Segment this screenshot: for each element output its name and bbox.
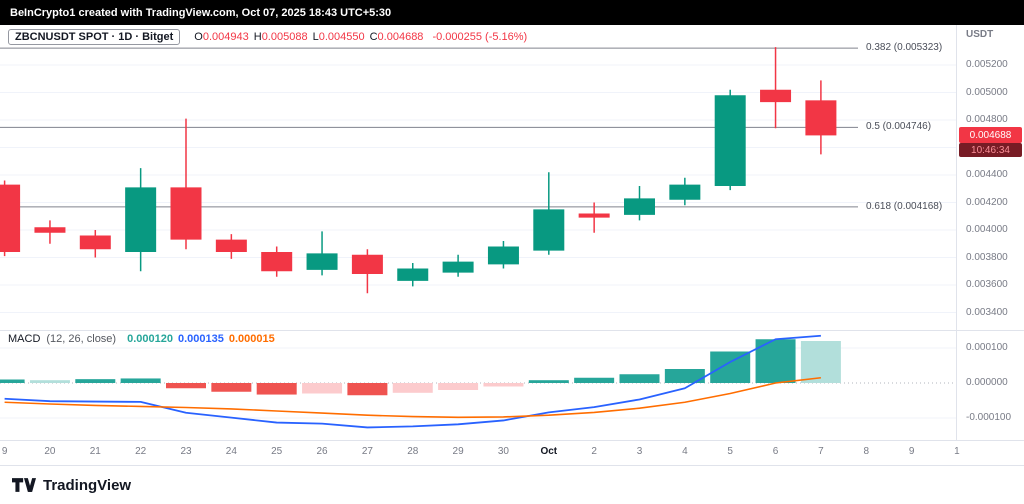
- price-tick: 0.000100: [966, 342, 1008, 353]
- ohlc-pair: H0.005088: [249, 31, 308, 43]
- time-tick: 26: [316, 446, 328, 457]
- time-axis[interactable]: 9 20 21 22 23 24 25 26 27 28 29 30 Oct 2 3 4 5 6 7 8 9 1: [0, 440, 1024, 465]
- time-tick: 8: [863, 446, 870, 457]
- time-tick: 29: [452, 446, 464, 457]
- price-tick: 0.004200: [966, 196, 1008, 208]
- time-tick: 21: [89, 446, 101, 457]
- last-price-badge: 0.004688: [959, 127, 1022, 144]
- time-tick: 20: [44, 446, 56, 457]
- time-tick: 9: [908, 446, 915, 457]
- time-tick: 24: [225, 446, 237, 457]
- ohlc-label: C: [369, 31, 378, 43]
- attribution-text: BeInCrypto1 created with TradingView.com…: [10, 6, 392, 19]
- footer-bar: TradingView: [0, 465, 1024, 504]
- time-tick: 30: [497, 446, 509, 457]
- fib-level-label: 0.5 (0.004746): [866, 121, 932, 133]
- time-tick: 2: [591, 446, 597, 457]
- symbol-legend: ZBCNUSDT SPOT · 1D · Bitget O0.004943 H0.…: [8, 29, 527, 45]
- time-tick: 1: [954, 446, 960, 457]
- symbol-title[interactable]: ZBCNUSDT SPOT · 1D · Bitget: [8, 29, 181, 45]
- ohlc-value: 0.004550: [318, 31, 365, 43]
- time-tick: 27: [361, 446, 373, 457]
- tradingview-logo-icon: [12, 478, 36, 492]
- price-tick: 0.004000: [966, 224, 1008, 235]
- bar-countdown-badge: 10:46:34: [959, 143, 1022, 158]
- price-tick: 0.003800: [966, 251, 1008, 263]
- last-price-value: 0.004688: [969, 129, 1012, 141]
- ohlc-value: 0.004943: [202, 31, 249, 43]
- ohlc-label: H: [253, 31, 262, 43]
- time-tick: 7: [818, 446, 824, 457]
- time-tick: 28: [407, 446, 419, 457]
- time-tick: 4: [682, 446, 688, 457]
- ohlc-label: O: [194, 31, 203, 43]
- price-tick: 0.004400: [966, 169, 1008, 180]
- price-axis[interactable]: USDT 0.0052000.0050000.0048000.0046000.0…: [956, 25, 1024, 465]
- time-tick: Oct: [540, 446, 558, 457]
- ohlc-pair: O0.004943: [189, 31, 248, 43]
- ohlc-pair: C0.004688: [365, 31, 424, 43]
- time-tick: 9: [1, 446, 8, 457]
- time-tick: 23: [180, 446, 192, 457]
- macd-legend-value: 0.000015: [228, 333, 275, 345]
- currency-label: USDT: [966, 29, 994, 40]
- time-tick: 5: [727, 446, 733, 457]
- ohlc-value: 0.004688: [377, 31, 424, 43]
- chart-canvas[interactable]: [0, 25, 956, 440]
- tradingview-brand-text: TradingView: [43, 476, 132, 494]
- price-tick: 0.003600: [966, 279, 1008, 290]
- ohlc-label: L: [312, 31, 319, 43]
- price-tick: 0.004800: [966, 114, 1008, 125]
- time-tick: 22: [135, 446, 147, 457]
- macd-legend-value: 0.000120: [127, 333, 173, 345]
- macd-value-list: 0.000120 0.000135 0.000015: [122, 333, 275, 345]
- macd-title[interactable]: MACD: [8, 333, 41, 345]
- fib-level-label: 0.382 (0.005323): [866, 42, 943, 54]
- macd-legend-value: 0.000135: [177, 333, 224, 345]
- bar-countdown-value: 10:46:34: [971, 144, 1010, 156]
- price-tick: 0.005000: [966, 86, 1008, 98]
- macd-legend: MACD (12, 26, close) 0.000120 0.000135 0.0…: [8, 333, 275, 345]
- ohlc-values: O0.004943 H0.005088 L0.004550 C0.004688: [189, 31, 423, 43]
- ohlc-pair: L0.004550: [308, 31, 365, 43]
- fib-level-label: 0.618 (0.004168): [866, 200, 943, 212]
- price-tick: 0.005200: [966, 59, 1008, 70]
- price-tick: 0.000000: [966, 377, 1008, 388]
- time-tick: 25: [271, 446, 283, 457]
- price-tick: 0.003400: [966, 306, 1008, 318]
- change-value: -0.000255 (-5.16%): [432, 31, 528, 43]
- ohlc-value: 0.005088: [261, 31, 308, 43]
- time-tick: 3: [636, 446, 643, 457]
- pane-divider[interactable]: [0, 330, 1024, 331]
- price-tick: -0.000100: [966, 412, 1012, 423]
- macd-params: (12, 26, close): [46, 333, 117, 345]
- attribution-bar: BeInCrypto1 created with TradingView.com…: [0, 0, 1024, 25]
- time-tick: 6: [772, 446, 779, 457]
- tradingview-link[interactable]: TradingView: [12, 477, 131, 494]
